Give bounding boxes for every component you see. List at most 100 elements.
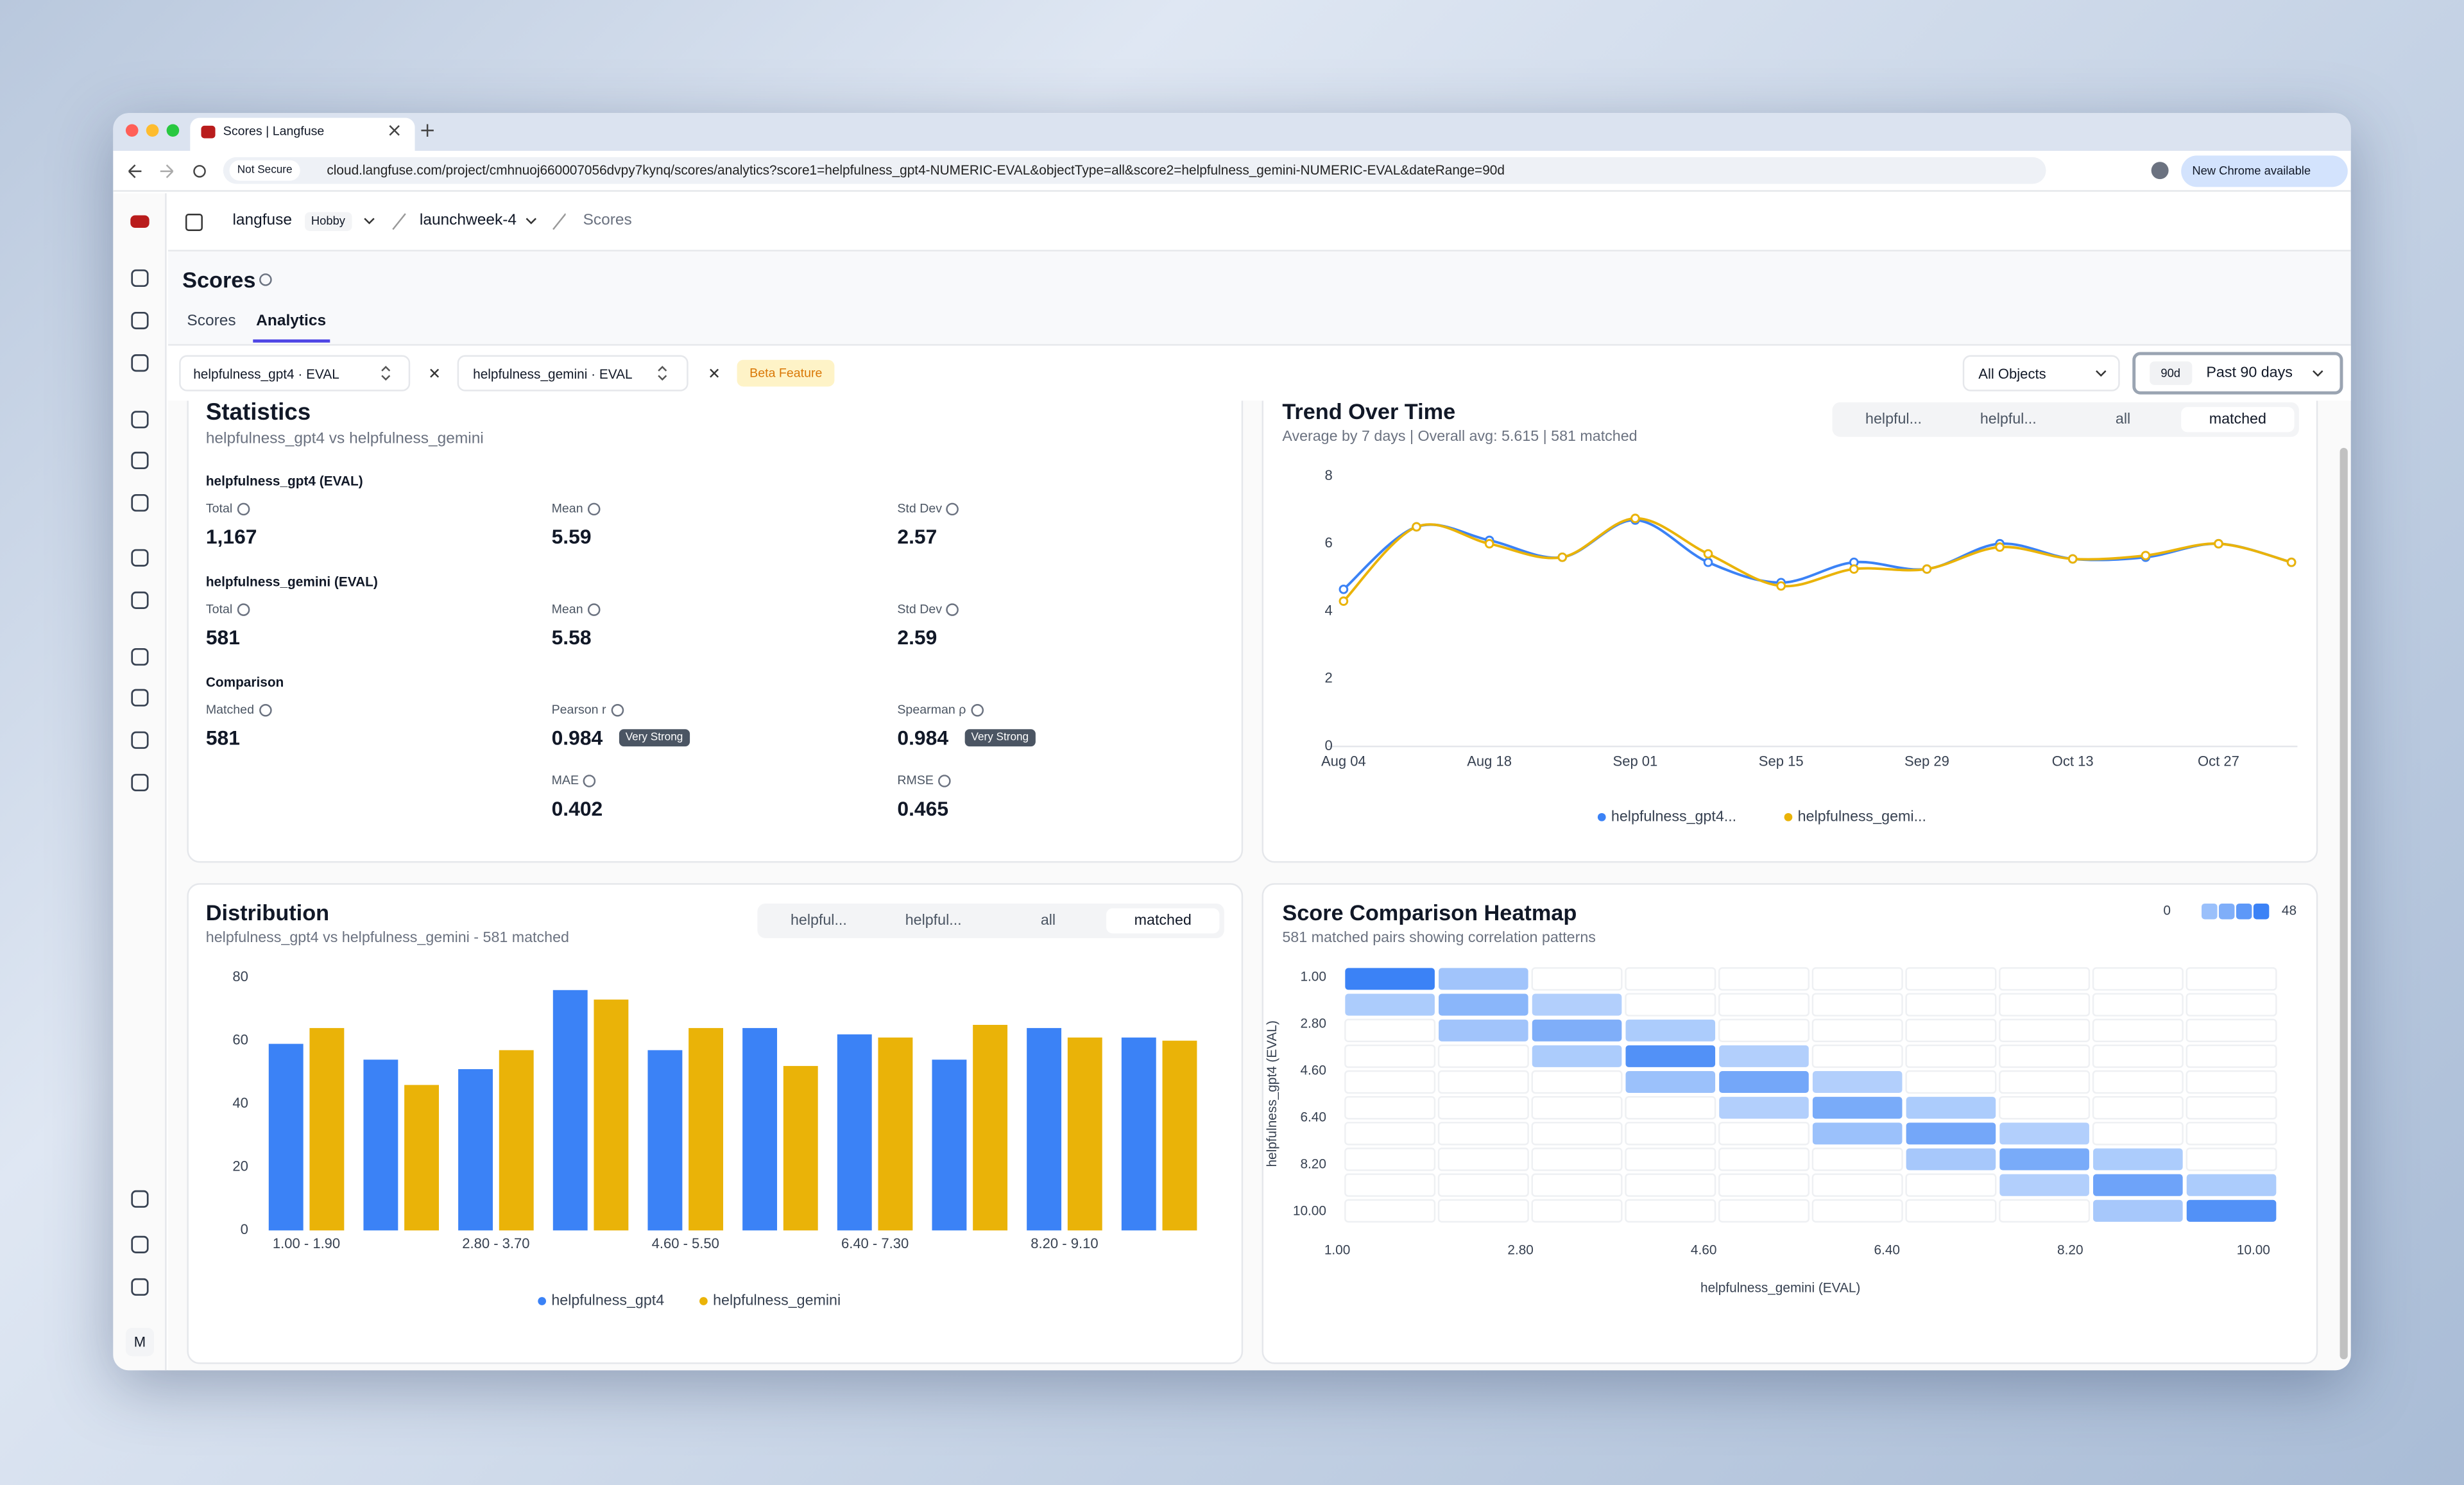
info-icon	[946, 603, 960, 616]
sidebar-icon[interactable]	[131, 1235, 149, 1253]
bar	[268, 1043, 304, 1231]
sidebar-icon[interactable]	[131, 648, 149, 666]
heatmap-cell	[2093, 1148, 2183, 1171]
max-dot[interactable]	[166, 124, 180, 137]
chart-subtitle: helpfulness_gpt4 vs helpfulness_gemini -…	[206, 929, 569, 945]
y-tick-label: 1.00	[1300, 970, 1326, 984]
bar	[837, 1034, 872, 1231]
score2-select[interactable]: helpfulness_gemini · EVAL	[457, 355, 689, 391]
avatar[interactable]: M	[125, 1328, 155, 1357]
toggle-option[interactable]: all	[1041, 911, 1056, 928]
heatmap-cell	[1437, 1044, 1529, 1069]
sidebar-icon[interactable]	[131, 773, 149, 792]
scale-swatch	[2253, 903, 2270, 920]
toggle-option[interactable]: helpful...	[1980, 410, 2037, 427]
new-tab[interactable]	[421, 124, 434, 137]
tab[interactable]: Analytics	[256, 313, 327, 330]
bar	[458, 1069, 493, 1231]
chrome-update[interactable]: New Chrome available	[2181, 155, 2348, 187]
legend-label: helpfulness_gemi...	[1798, 807, 1926, 824]
info-icon	[237, 502, 250, 516]
y-tick-label: 10.00	[1293, 1203, 1326, 1218]
x-tick-label: Sep 01	[1613, 753, 1658, 769]
data-point	[1849, 564, 1859, 574]
data-point	[1339, 584, 1349, 594]
tab[interactable]: Scores	[187, 313, 236, 330]
sidebar-icon[interactable]	[131, 451, 149, 470]
org-name[interactable]: langfuse	[232, 212, 293, 230]
stat-value: 5.59	[551, 524, 592, 549]
heatmap-cell	[1437, 1122, 1529, 1146]
min-dot[interactable]	[146, 124, 159, 137]
heatmap-cell	[1439, 993, 1528, 1016]
toggle-option[interactable]: all	[2116, 410, 2130, 427]
data-point	[2286, 557, 2297, 567]
bar	[1121, 1037, 1156, 1231]
url-bar[interactable]	[223, 157, 2046, 184]
heatmap-cell	[2092, 1122, 2184, 1146]
sidebar-icon[interactable]	[131, 591, 149, 609]
data-point	[2141, 551, 2151, 561]
profile-avatar[interactable]	[2151, 162, 2169, 180]
heatmap-cell	[2186, 1095, 2277, 1120]
tab-close[interactable]	[388, 124, 401, 137]
sidebar-icon[interactable]	[131, 731, 149, 749]
sidebar-icon[interactable]	[131, 354, 149, 372]
scale-swatch	[2202, 903, 2218, 920]
x-axis-label: helpfulness_gemini (EVAL)	[1700, 1280, 1860, 1295]
heatmap-cell	[1811, 1199, 1903, 1223]
panel-toggle[interactable]	[185, 214, 203, 231]
y-tick-label: 80	[232, 968, 248, 984]
toggle-option[interactable]: helpful...	[791, 911, 847, 928]
heatmap-cell	[1906, 1122, 1996, 1145]
heatmap-cell	[1345, 968, 1435, 990]
sidebar-icon[interactable]	[131, 549, 149, 567]
objects-select[interactable]: All Objects	[1962, 355, 2120, 391]
sidebar-icon[interactable]	[131, 689, 149, 707]
heatmap-cell	[1531, 967, 1623, 991]
card-title: Statistics	[205, 399, 311, 426]
heatmap-cell	[1344, 1173, 1436, 1197]
close-dot[interactable]	[125, 124, 139, 137]
url[interactable]: cloud.langfuse.com/project/cmhnuoj660007…	[327, 162, 1505, 178]
scale-max-label: 48	[2282, 904, 2297, 918]
heatmap-cell	[1625, 967, 1716, 991]
scrollbar[interactable]	[2340, 447, 2348, 1360]
nav-icons[interactable]	[126, 162, 207, 180]
toggle-option[interactable]: matched	[1134, 911, 1192, 928]
data-point	[1412, 522, 1421, 532]
breadcrumb-separators	[364, 213, 566, 230]
project-name[interactable]: launchweek-4	[419, 212, 517, 230]
toggle-option[interactable]: helpful...	[905, 911, 962, 928]
sidebar-icon[interactable]	[131, 411, 149, 429]
toggle-option[interactable]: matched	[2209, 410, 2266, 427]
legend-swatch	[1784, 812, 1793, 821]
sidebar-icon[interactable]	[131, 1278, 149, 1296]
heatmap-cell	[1625, 1071, 1716, 1094]
sidebar-icon[interactable]	[131, 311, 149, 330]
bar	[594, 999, 629, 1231]
sidebar-icon[interactable]	[131, 269, 149, 288]
y-tick-label: 40	[232, 1095, 248, 1111]
heatmap-cell	[1811, 1147, 1903, 1171]
not-secure[interactable]: Not Secure	[229, 160, 300, 181]
sidebar-icon[interactable]	[131, 494, 149, 512]
info-icon	[237, 603, 250, 616]
heatmap-cell	[1439, 968, 1528, 990]
y-tick-label: 0	[1324, 737, 1332, 753]
y-tick-label: 6.40	[1300, 1110, 1326, 1124]
heatmap-cell	[1625, 993, 1716, 1017]
browser-tab[interactable]	[190, 117, 415, 151]
sidebar-icon[interactable]	[131, 1190, 149, 1208]
y-tick-label: 2	[1324, 670, 1332, 686]
heatmap-cell	[1811, 1044, 1903, 1069]
x-tick-label: Aug 18	[1467, 753, 1512, 769]
score1-select[interactable]: helpfulness_gpt4 · EVAL	[179, 355, 411, 391]
x-tick-label: Aug 04	[1321, 753, 1366, 769]
heatmap-cell	[1905, 967, 1997, 991]
x-tick-label: 1.00	[1324, 1243, 1350, 1258]
y-tick-label: 6	[1324, 535, 1332, 551]
legend-swatch	[538, 1297, 547, 1305]
toggle-option[interactable]: helpful...	[1865, 410, 1922, 427]
